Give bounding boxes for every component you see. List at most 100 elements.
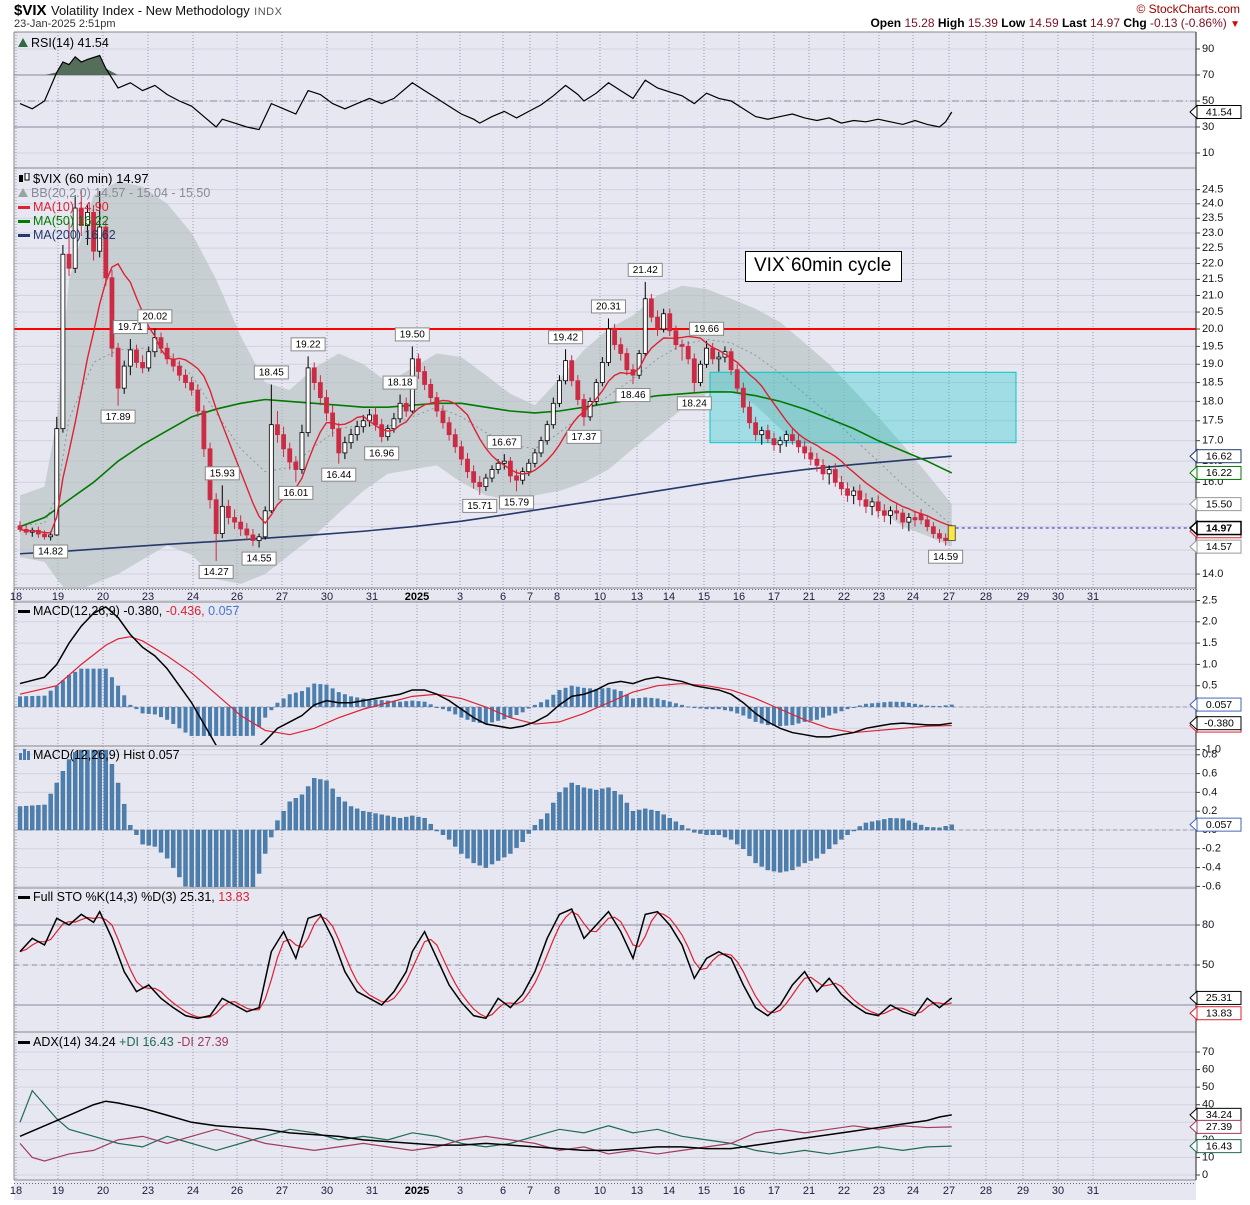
svg-text:10: 10 [1202,1151,1214,1163]
axis-callout-chips: 41.5414.9016.6216.2215.5014.9714.57-0.43… [1188,104,1242,1154]
svg-text:23: 23 [873,1185,885,1197]
svg-text:23: 23 [142,591,154,603]
svg-text:31: 31 [366,1185,378,1197]
chg-value: -0.13 (-0.86%) [1150,16,1227,30]
svg-text:15: 15 [698,591,710,603]
quote-bar: Open 15.28 High 15.39 Low 14.59 Last 14.… [870,16,1240,30]
svg-text:28: 28 [980,1185,992,1197]
svg-text:0.5: 0.5 [1202,680,1217,692]
price-legend: $VIX (60 min) 14.97 BB(20,2.0) 14.57 - 1… [18,172,210,242]
svg-text:20.31: 20.31 [596,302,621,313]
svg-text:30: 30 [1202,121,1214,133]
svg-text:18.5: 18.5 [1202,376,1223,388]
svg-text:17.5: 17.5 [1202,415,1223,427]
adx-text: ADX(14) 34.24 [33,1035,116,1049]
svg-text:24.0: 24.0 [1202,198,1223,210]
svg-text:23: 23 [873,591,885,603]
svg-text:-0.6: -0.6 [1202,880,1221,892]
ma50-line-icon [18,220,30,224]
svg-text:27: 27 [276,591,288,603]
candles [17,189,955,561]
svg-text:10: 10 [1202,147,1214,159]
chg-dropdown-icon[interactable]: ▼ [1230,19,1240,30]
svg-text:23.0: 23.0 [1202,227,1223,239]
svg-text:18: 18 [10,591,22,603]
rsi-panel [19,54,953,131]
svg-text:24: 24 [907,1185,919,1197]
svg-text:41.54: 41.54 [1206,106,1232,118]
svg-text:18: 18 [10,1185,22,1197]
svg-text:-0.2: -0.2 [1202,843,1221,855]
svg-text:23: 23 [142,1185,154,1197]
svg-text:10: 10 [594,591,606,603]
price-panel [14,181,1196,587]
svg-text:19.71: 19.71 [118,322,143,333]
svg-text:1.5: 1.5 [1202,637,1217,649]
svg-text:50: 50 [1202,95,1214,107]
svg-text:26: 26 [231,591,243,603]
day-separators [15,32,1094,1180]
ma10-legend-text: MA(10) 14.90 [33,200,109,214]
svg-text:0.6: 0.6 [1202,768,1217,780]
svg-text:19.42: 19.42 [553,332,578,343]
annotation-vix-cycle: VIX`60min cycle [745,251,903,282]
svg-text:30: 30 [1052,1185,1064,1197]
svg-text:29: 29 [1017,1185,1029,1197]
svg-text:21.42: 21.42 [633,265,658,276]
svg-text:19.50: 19.50 [400,330,425,341]
svg-text:20.5: 20.5 [1202,306,1223,318]
svg-text:19.22: 19.22 [296,339,321,350]
svg-text:24: 24 [907,591,919,603]
svg-text:17: 17 [768,591,780,603]
svg-text:22.5: 22.5 [1202,242,1223,254]
macd-legend: MACD(12,26,9) -0.380, -0.436, 0.057 [18,604,239,618]
macd-value: -0.380, [123,604,163,618]
svg-text:50: 50 [1202,959,1214,971]
ma200-legend-text: MA(200) 16.62 [33,228,116,242]
svg-text:0.057: 0.057 [1206,699,1232,711]
hist-legend-text: MACD(12,26,9) Hist 0.057 [33,748,180,762]
symbol: $VIX [14,2,47,19]
svg-text:-0.380: -0.380 [1204,717,1234,729]
svg-text:13: 13 [631,1185,643,1197]
rsi-legend: RSI(14) 41.54 [18,36,109,50]
svg-text:0.057: 0.057 [1206,819,1232,831]
svg-text:50: 50 [1202,1081,1214,1093]
last-label: Last [1061,16,1087,30]
svg-text:18.0: 18.0 [1202,395,1223,407]
svg-text:18.45: 18.45 [259,368,284,379]
macd-line-icon [18,610,30,614]
macd-hist-value: 0.057 [208,604,240,618]
svg-text:25.31: 25.31 [1206,992,1232,1004]
sto-k-text: Full STO %K(14,3) %D(3) 25.31, [33,890,215,904]
open-value: 15.28 [904,16,935,30]
adx-legend: ADX(14) 34.24 +DI 16.43 -DI 27.39 [18,1035,229,1049]
pdi-text: +DI 16.43 [119,1035,174,1049]
sto-legend: Full STO %K(14,3) %D(3) 25.31, 13.83 [18,890,250,904]
svg-text:2.5: 2.5 [1202,594,1217,606]
svg-text:19.0: 19.0 [1202,358,1223,370]
svg-text:23.5: 23.5 [1202,212,1223,224]
svg-text:27: 27 [943,1185,955,1197]
high-value: 15.39 [967,16,998,30]
svg-text:-0.4: -0.4 [1202,862,1221,874]
ma200-line-icon [18,234,30,238]
svg-text:28: 28 [980,591,992,603]
svg-text:14: 14 [663,591,675,603]
svg-text:31: 31 [366,591,378,603]
svg-text:10: 10 [594,1185,606,1197]
svg-text:16: 16 [733,591,745,603]
svg-text:30: 30 [321,591,333,603]
svg-text:15.79: 15.79 [504,498,529,509]
svg-text:1.0: 1.0 [1202,658,1217,670]
svg-text:27: 27 [943,591,955,603]
svg-text:30: 30 [321,1185,333,1197]
svg-text:31: 31 [1087,1185,1099,1197]
svg-text:15.50: 15.50 [1206,498,1232,510]
open-label: Open [870,16,902,30]
svg-text:70: 70 [1202,1046,1214,1058]
svg-text:13.83: 13.83 [1206,1008,1232,1020]
ma50-legend-text: MA(50) 16.22 [33,214,109,228]
